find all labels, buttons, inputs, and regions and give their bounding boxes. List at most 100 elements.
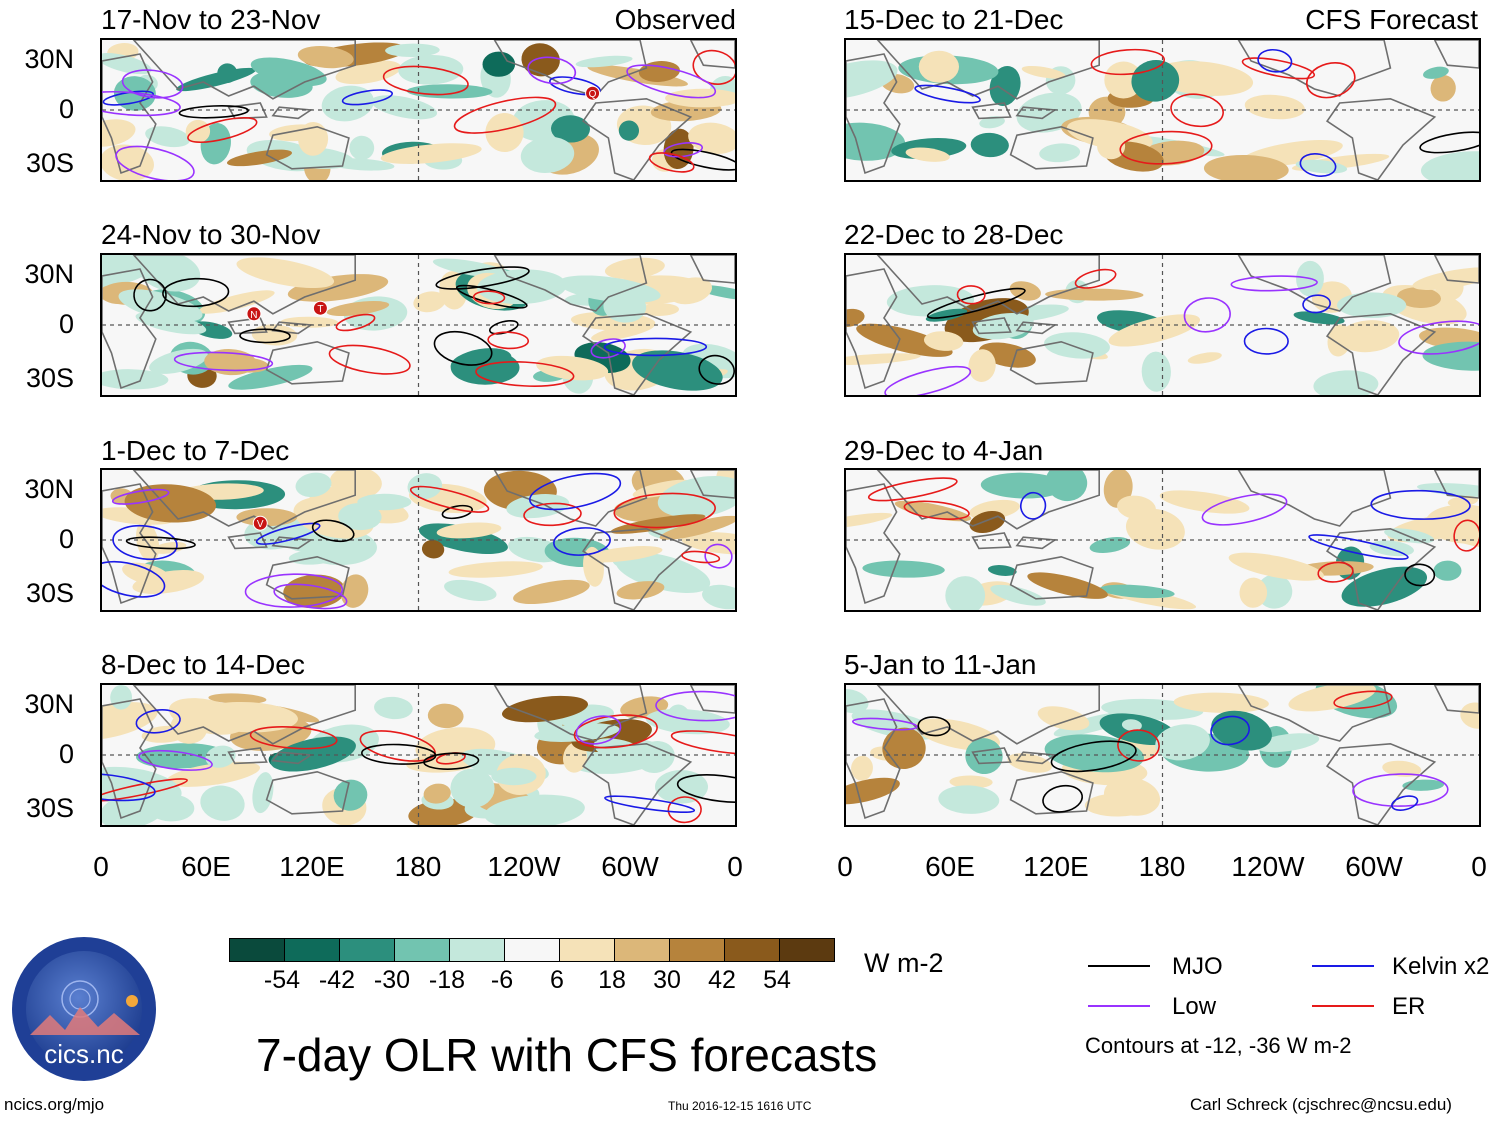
olr-anomaly-blob <box>1039 143 1081 163</box>
olr-anomaly-blob <box>636 741 675 773</box>
olr-anomaly-blob <box>1155 724 1210 761</box>
lon-tick: 60W <box>601 851 659 882</box>
olr-anomaly-blob <box>1108 314 1201 347</box>
olr-anomaly-blob <box>102 702 158 741</box>
olr-anomaly-blob <box>374 696 413 720</box>
olr-anomaly-blob <box>297 45 354 69</box>
olr-anomaly-blob <box>145 126 191 148</box>
coastline <box>689 470 735 499</box>
coastline <box>132 470 356 530</box>
olr-anomaly-blob <box>1045 470 1088 502</box>
olr-anomaly-blob <box>1422 341 1479 371</box>
coastline <box>271 321 314 335</box>
map-panel: V <box>100 468 737 612</box>
colorbar-box <box>394 938 450 962</box>
olr-anomaly-blob <box>1420 151 1479 180</box>
colorbar-box <box>339 938 395 962</box>
olr-anomaly-blob <box>905 147 950 162</box>
olr-anomaly-blob <box>1256 574 1293 609</box>
cics-logo[interactable]: cics.nc <box>10 935 158 1083</box>
storm-marker-label: Q <box>589 89 597 100</box>
wave-contour <box>1299 153 1337 177</box>
panel-title: 8-Dec to 14-Dec <box>101 649 305 680</box>
olr-anomaly-blob <box>485 113 524 152</box>
olr-anomaly-blob <box>1313 370 1379 395</box>
coastline <box>1015 536 1058 550</box>
coastline <box>846 268 901 390</box>
olr-anomaly-blob <box>659 515 735 540</box>
olr-anomaly-blob <box>450 768 495 808</box>
wave-contour <box>441 504 473 520</box>
wave-contour <box>613 492 716 529</box>
lat-tick: 0 <box>58 739 74 769</box>
wave-contour <box>138 749 213 771</box>
wave-contour <box>1243 327 1289 355</box>
lon-tick: 60E <box>925 851 975 882</box>
olr-anomaly-blob <box>968 349 996 382</box>
wave-contour <box>255 522 321 545</box>
wave-contour <box>603 337 708 357</box>
olr-anomaly-blob <box>1097 133 1126 160</box>
olr-map <box>102 685 735 825</box>
olr-anomaly-blob <box>501 695 589 723</box>
olr-anomaly-blob <box>1141 351 1171 392</box>
olr-anomaly-blob <box>980 472 1066 499</box>
olr-anomaly-blob <box>856 323 953 357</box>
wave-contour <box>1210 715 1250 746</box>
wave-contour <box>1317 561 1354 583</box>
olr-anomaly-blob <box>477 269 567 305</box>
olr-anomaly-blob <box>1131 59 1180 102</box>
olr-anomaly-blob <box>938 785 1000 814</box>
wave-contour <box>1419 131 1479 154</box>
wave-contour <box>681 550 721 564</box>
contour-note: Contours at -12, -36 W m-2 <box>1085 1033 1352 1058</box>
lat-tick: 30S <box>25 793 74 823</box>
coastline <box>876 255 1100 315</box>
olr-anomaly-blob <box>513 579 590 605</box>
colorbar-tick: -42 <box>318 966 356 994</box>
coastline <box>1237 255 1392 312</box>
wave-contour <box>249 726 338 750</box>
olr-anomaly-blob <box>250 70 313 98</box>
coastline <box>1237 40 1392 97</box>
olr-anomaly-blob <box>338 503 382 531</box>
olr-anomaly-blob <box>1044 734 1144 773</box>
coastline <box>102 53 157 175</box>
olr-anomaly-blob <box>132 570 205 594</box>
wave-contour <box>453 96 557 134</box>
olr-anomaly-blob <box>894 500 972 522</box>
colorbar-box <box>449 938 505 962</box>
olr-anomaly-blob <box>340 574 369 608</box>
olr-anomaly-blob <box>949 775 993 789</box>
olr-anomaly-blob <box>536 355 609 381</box>
olr-anomaly-blob <box>681 531 735 555</box>
olr-anomaly-blob <box>448 561 543 578</box>
olr-anomaly-blob <box>208 693 267 705</box>
olr-anomaly-blob <box>882 727 926 770</box>
logo-emblem-icon: cics.nc <box>12 937 156 1081</box>
lon-tick: 120E <box>1023 851 1089 882</box>
lon-tick: 120W <box>1231 851 1305 882</box>
legend-swatch-kelvin <box>1312 965 1374 967</box>
olr-anomaly-blob <box>1117 495 1156 520</box>
olr-anomaly-blob <box>444 579 497 601</box>
panel-title: 24-Nov to 30-Nov <box>101 219 321 250</box>
olr-anomaly-blob <box>236 508 298 527</box>
coastline <box>876 685 1100 745</box>
coastline <box>102 483 157 605</box>
colorbar-box <box>779 938 835 962</box>
coastline <box>102 268 157 390</box>
olr-anomaly-blob <box>1104 61 1143 99</box>
olr-anomaly-blob <box>124 484 217 523</box>
storm-marker-label: V <box>257 519 264 530</box>
wave-contour <box>1241 57 1316 80</box>
olr-anomaly-blob <box>198 290 275 314</box>
olr-anomaly-blob <box>1203 154 1289 180</box>
olr-anomaly-blob <box>423 783 451 804</box>
footer-url[interactable]: ncics.org/mjo <box>4 1095 105 1114</box>
coastline <box>971 747 1012 765</box>
colorbar-tick: 30 <box>653 966 681 994</box>
olr-anomaly-blob <box>135 311 207 335</box>
lat-tick: 30N <box>24 259 74 289</box>
